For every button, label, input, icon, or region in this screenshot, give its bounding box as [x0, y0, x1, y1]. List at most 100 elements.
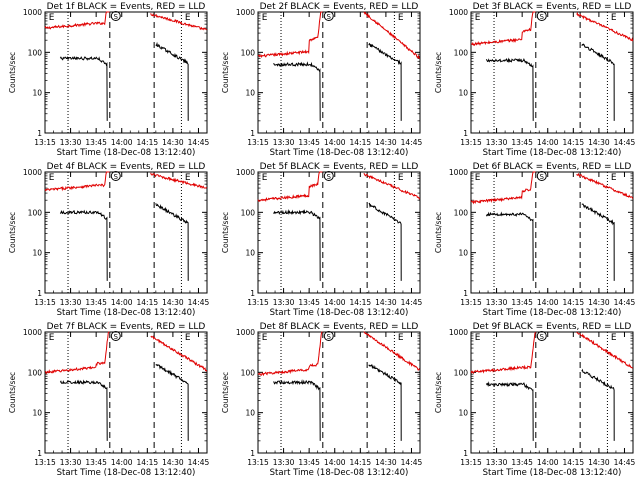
- lld-series-line: [257, 331, 323, 377]
- x-tick-label: 14:30: [588, 138, 610, 147]
- sun-marker-label: S: [540, 173, 545, 181]
- x-tick-label: 14:15: [563, 138, 585, 147]
- plot-area: [44, 331, 208, 454]
- y-tick-label: 10: [458, 409, 468, 418]
- eclipse-start-marker: E: [262, 333, 268, 343]
- x-tick-label: 14:00: [111, 298, 133, 307]
- y-tick-label: 100: [28, 48, 43, 57]
- x-tick-label: 14:45: [401, 138, 423, 147]
- chart-title: Det 6f BLACK = Events, RED = LLD: [473, 162, 632, 172]
- x-tick-label: 14:15: [137, 298, 159, 307]
- chart-panel: Det 3f BLACK = Events, RED = LLD 1 10 100 10…: [434, 2, 636, 158]
- chart-title: Det 5f BLACK = Events, RED = LLD: [260, 162, 419, 172]
- sun-marker-label: S: [114, 333, 119, 341]
- eclipse-start-marker: E: [49, 13, 55, 23]
- sun-marker-label: S: [327, 173, 332, 181]
- x-tick-label: 13:30: [486, 458, 508, 467]
- eclipse-end-marker: E: [611, 173, 617, 183]
- x-axis-label: Start Time (18-Dec-08 13:12:40): [483, 468, 622, 478]
- x-tick-label: 14:45: [188, 458, 210, 467]
- x-tick-label: 14:15: [137, 458, 159, 467]
- y-tick-label: 1: [463, 449, 468, 458]
- eclipse-start-marker: E: [475, 333, 481, 343]
- x-tick-label: 14:00: [324, 298, 346, 307]
- x-tick-label: 13:45: [511, 138, 533, 147]
- x-tick-label: 13:30: [60, 458, 82, 467]
- x-tick-label: 14:30: [375, 458, 397, 467]
- y-tick-label: 100: [28, 208, 43, 217]
- x-tick-label: 14:45: [614, 458, 636, 467]
- sun-marker: [110, 331, 121, 341]
- y-tick-label: 100: [241, 368, 256, 377]
- x-tick-label: 14:00: [537, 458, 559, 467]
- x-tick-label: 13:15: [247, 458, 269, 467]
- x-tick-label: 13:15: [460, 138, 482, 147]
- chart-title: Det 7f BLACK = Events, RED = LLD: [47, 322, 206, 332]
- y-tick-label: 1: [37, 289, 42, 298]
- y-tick-label: 100: [241, 208, 256, 217]
- y-axis-label: Counts/sec: [434, 372, 443, 413]
- y-tick-label: 10: [32, 409, 42, 418]
- x-tick-label: 13:45: [85, 138, 107, 147]
- x-tick-label: 13:45: [511, 458, 533, 467]
- events-series-line: [273, 61, 321, 121]
- x-tick-label: 14:45: [401, 298, 423, 307]
- lld-series-line: [257, 171, 323, 203]
- x-tick-label: 14:00: [111, 138, 133, 147]
- sun-marker: [536, 11, 547, 21]
- y-tick-label: 100: [454, 368, 469, 377]
- lld-series-line: [470, 331, 536, 375]
- y-tick-label: 1000: [236, 168, 255, 177]
- x-tick-label: 14:30: [375, 138, 397, 147]
- x-tick-label: 14:15: [563, 458, 585, 467]
- lld-series-line: [363, 11, 421, 60]
- y-tick-label: 1000: [449, 168, 468, 177]
- x-tick-label: 13:30: [60, 138, 82, 147]
- eclipse-start-marker: E: [49, 333, 55, 343]
- y-axis-label: Counts/sec: [221, 372, 230, 413]
- y-tick-label: 1: [463, 129, 468, 138]
- x-tick-label: 14:00: [324, 138, 346, 147]
- y-tick-label: 10: [245, 89, 255, 98]
- plot-area: [257, 331, 421, 454]
- events-series-line: [59, 379, 108, 441]
- sun-marker-label: S: [327, 13, 332, 21]
- x-axis-label: Start Time (18-Dec-08 13:12:40): [483, 308, 622, 318]
- x-axis-label: Start Time (18-Dec-08 13:12:40): [270, 308, 409, 318]
- x-tick-label: 13:45: [298, 458, 320, 467]
- eclipse-end-marker: E: [398, 173, 404, 183]
- lld-series-line: [150, 13, 208, 31]
- eclipse-start-marker: E: [475, 173, 481, 183]
- events-series-line: [368, 202, 402, 281]
- eclipse-end-marker: E: [185, 13, 191, 23]
- x-tick-label: 13:45: [85, 458, 107, 467]
- lld-series-line: [44, 331, 110, 375]
- x-tick-label: 13:45: [298, 298, 320, 307]
- sun-marker: [323, 11, 334, 21]
- lld-series-line: [576, 331, 634, 369]
- x-tick-label: 14:45: [614, 138, 636, 147]
- y-tick-label: 1000: [23, 8, 42, 17]
- x-tick-label: 13:30: [273, 458, 295, 467]
- x-tick-label: 13:30: [60, 298, 82, 307]
- chart-title: Det 3f BLACK = Events, RED = LLD: [473, 2, 632, 12]
- lld-series-line: [44, 171, 110, 192]
- y-axis-label: Counts/sec: [221, 52, 230, 93]
- x-tick-label: 14:45: [614, 298, 636, 307]
- chart-panel: Det 7f BLACK = Events, RED = LLD 1 10 100 10…: [8, 322, 210, 478]
- x-tick-label: 14:00: [111, 458, 133, 467]
- x-tick-label: 14:15: [137, 138, 159, 147]
- events-series-line: [485, 381, 534, 441]
- y-tick-label: 100: [28, 368, 43, 377]
- sun-marker: [536, 331, 547, 341]
- y-axis-label: Counts/sec: [8, 372, 17, 413]
- sun-marker-label: S: [327, 333, 332, 341]
- y-tick-label: 1000: [23, 328, 42, 337]
- y-tick-label: 1: [37, 449, 42, 458]
- plot-area: [44, 171, 208, 294]
- y-axis-label: Counts/sec: [221, 212, 230, 253]
- x-tick-label: 14:45: [401, 458, 423, 467]
- sun-marker: [536, 171, 547, 181]
- x-tick-label: 13:45: [85, 298, 107, 307]
